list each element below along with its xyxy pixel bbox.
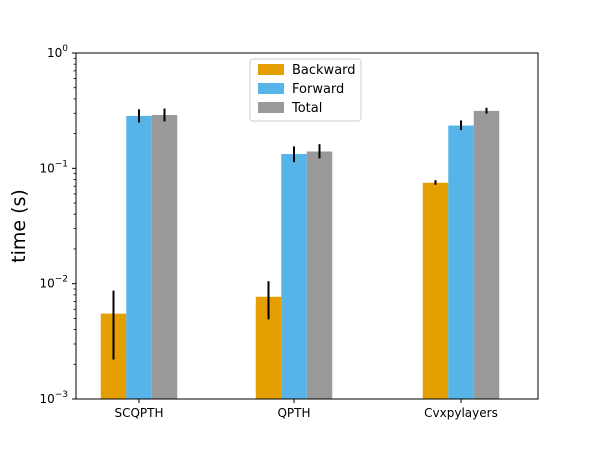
x-axis-ticks: SCQPTH QPTH Cvxpylayers <box>114 399 498 420</box>
x-tick-label: Cvxpylayers <box>424 406 498 420</box>
x-tick-label: SCQPTH <box>114 406 163 420</box>
bar-total-cvxpylayers <box>473 110 500 400</box>
bar-total-qpth <box>306 151 333 399</box>
legend-label-total: Total <box>291 101 322 116</box>
y-tick-label: 10−3 <box>39 390 68 406</box>
bars-layer <box>100 110 500 400</box>
errorbars-layer <box>112 107 488 360</box>
legend-label-backward: Backward <box>292 63 356 78</box>
legend-swatch-total <box>258 102 284 113</box>
bar-forward-cvxpylayers <box>448 125 474 400</box>
legend: Backward Forward Total <box>249 58 362 122</box>
y-axis-title: time (s) <box>8 189 30 263</box>
legend-swatch-forward <box>258 83 284 94</box>
x-tick-label: QPTH <box>277 406 310 420</box>
plot-area-frame <box>75 52 539 400</box>
bar-forward-scqpth <box>126 115 152 399</box>
bar-forward-qpth <box>281 154 307 399</box>
bar-total-scqpth <box>151 115 178 400</box>
bar-backward-cvxpylayers <box>422 182 449 399</box>
legend-swatch-backward <box>258 64 284 75</box>
legend-label-forward: Forward <box>292 82 344 97</box>
legend-entries: Backward Forward Total <box>258 63 356 116</box>
y-tick-label: 10−2 <box>39 275 68 291</box>
y-axis-ticks: 10−3 10−2 10−1 100 <box>39 44 76 406</box>
y-tick-label: 100 <box>47 44 68 60</box>
y-tick-label: 10−1 <box>39 159 68 175</box>
